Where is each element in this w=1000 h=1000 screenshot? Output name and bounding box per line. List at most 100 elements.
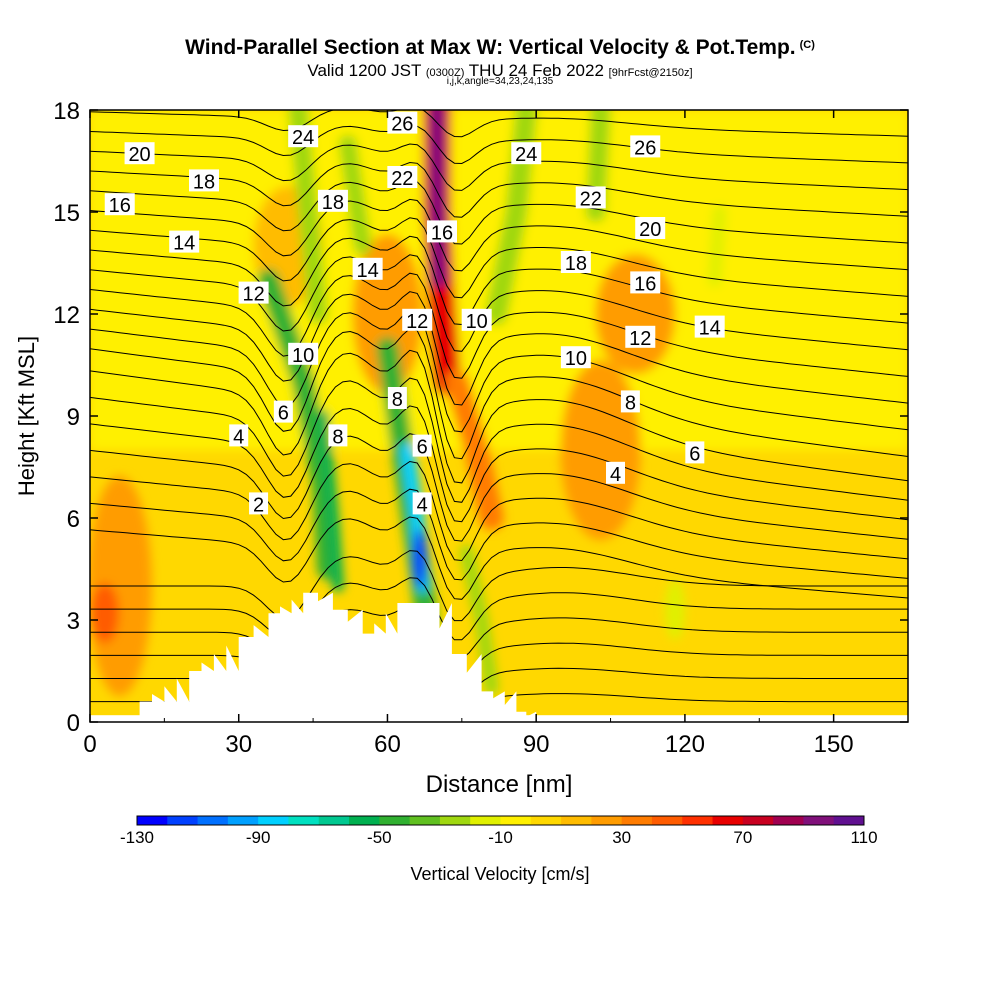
contour-label: 20 — [635, 217, 666, 241]
colorbar-swatch — [773, 816, 804, 825]
colorbar-tick-label: 110 — [850, 828, 877, 847]
colorbar-tick-label: -90 — [246, 828, 271, 847]
contour-label-text: 6 — [278, 403, 289, 425]
x-tick-label: 90 — [523, 731, 550, 758]
downdraft-low-right — [664, 579, 685, 640]
contour-label-box — [412, 492, 432, 515]
contour-label-box — [288, 125, 319, 148]
contour-label-text: 2 — [253, 494, 264, 516]
velocity-features — [90, 110, 908, 696]
terrain — [90, 592, 537, 722]
contour-label-box — [575, 186, 606, 209]
colorbar-swatch — [742, 816, 774, 825]
colorbar-tick-label: 30 — [612, 828, 631, 847]
contour-label-text: 18 — [193, 171, 215, 193]
y-tick-label: 12 — [53, 302, 80, 329]
contour-label-text: 16 — [431, 222, 453, 244]
downdraft-band-left-core — [317, 410, 344, 592]
updraft-column-core — [429, 110, 448, 288]
contour-label-text: 24 — [292, 127, 314, 149]
isentrope-line — [90, 550, 908, 622]
contour-label: 24 — [288, 125, 319, 149]
isentrope-line — [90, 272, 908, 379]
x-tick-label: 30 — [225, 731, 252, 758]
contour-label-box — [426, 220, 457, 243]
colorbar-swatch — [349, 816, 380, 825]
contour-label-box — [694, 315, 725, 338]
isentrope-line — [90, 143, 908, 191]
contour-label-text: 18 — [565, 253, 587, 275]
downdraft-upper-mid — [338, 135, 372, 255]
contour-label-text: 6 — [417, 437, 428, 459]
valid-prefix: Valid 1200 JST — [307, 61, 422, 80]
isentrope-line — [90, 198, 908, 272]
contour-label-text: 8 — [332, 426, 343, 448]
colorbar-swatch — [621, 816, 653, 825]
contour-label-text: 14 — [173, 233, 195, 255]
colorbar-swatch — [500, 816, 532, 825]
forecast-info: [9hrFcst@2150z] — [608, 67, 693, 79]
x-tick-label: 150 — [814, 731, 854, 758]
contour-label-text: 4 — [610, 464, 621, 486]
isentrope-line — [90, 433, 908, 542]
contour-label-text: 16 — [634, 273, 656, 295]
contour-label-text: 22 — [580, 188, 602, 210]
valid-time: Valid 1200 JST (0300Z) THU 24 Feb 2022 [… — [0, 61, 1000, 81]
isentrope-line — [90, 349, 908, 484]
isentrope-line — [90, 254, 908, 352]
contour-label: 16 — [426, 220, 457, 244]
plot-area: 20 16 18 14 12 24 18 14 26 22 16 12 10 10 6 8 8 4 6 4 2 24 22 1… — [90, 110, 908, 722]
contour-label-text: 26 — [634, 137, 656, 159]
contour-label-text: 4 — [233, 426, 244, 448]
isentrope-line — [90, 180, 908, 245]
isentrope-line — [90, 328, 908, 460]
contour-label: 18 — [317, 189, 348, 214]
contour-label-box — [288, 342, 319, 365]
contour-label-box — [402, 308, 433, 331]
colorbar-swatch — [530, 816, 562, 825]
contour-label-text: 20 — [639, 219, 661, 241]
colorbar: -130 -90 -50 -10 30 70 110 Vertical Velocity [c… — [120, 815, 878, 884]
contour-label-box — [238, 281, 269, 304]
colorbar-swatch — [561, 816, 592, 825]
contour-label: 26 — [387, 111, 418, 136]
contour-label-text: 16 — [109, 195, 131, 217]
contour-label-text: 12 — [629, 328, 651, 350]
contour-label: 4 — [606, 461, 626, 486]
isentrope-line — [90, 604, 908, 660]
y-axis-label: Height [Kft MSL] — [14, 336, 39, 496]
y-tick-label: 3 — [67, 608, 80, 635]
contour-label-box — [249, 492, 269, 515]
contour-label: 22 — [575, 186, 606, 210]
contour-label: 14 — [169, 230, 200, 255]
colorbar-swatch — [379, 816, 411, 825]
colorbar-swatch — [470, 816, 501, 825]
contour-label-text: 14 — [699, 318, 721, 340]
contour-label: 14 — [694, 315, 725, 340]
contour-label-box — [560, 346, 591, 369]
isentrope-line — [90, 577, 908, 641]
contour-label-box — [635, 217, 666, 239]
contour-label: 2 — [249, 492, 269, 516]
isentrope-line — [90, 488, 908, 581]
contour-label-text: 4 — [417, 494, 428, 516]
colorbar-swatch — [682, 816, 714, 825]
contour-label: 14 — [352, 257, 383, 282]
contour-label: 24 — [511, 142, 542, 166]
isentrope-line — [90, 405, 908, 523]
contour-label: 4 — [229, 424, 249, 448]
updraft-right — [560, 360, 641, 540]
contour-label: 6 — [685, 441, 705, 465]
x-tick-label: 120 — [665, 731, 705, 758]
contour-label-box — [328, 424, 348, 447]
colorbar-swatch — [651, 816, 683, 825]
contour-label: 8 — [387, 387, 407, 411]
contour-label-box — [606, 461, 626, 484]
contour-label-box — [273, 400, 293, 423]
colorbar-label: Vertical Velocity [cm/s] — [410, 864, 589, 884]
isentrope-line — [90, 377, 908, 503]
contour-label-text: 10 — [565, 348, 587, 370]
colorbar-swatch — [318, 816, 350, 825]
contour-label-text: 26 — [391, 114, 413, 136]
